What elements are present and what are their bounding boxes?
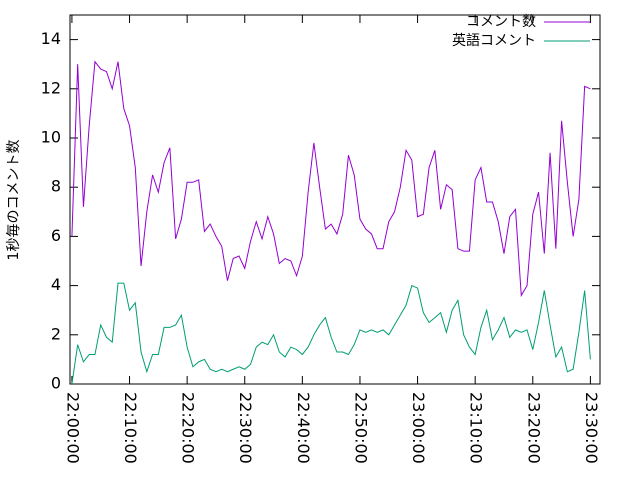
legend-label: 英語コメント xyxy=(452,32,536,49)
plot-border xyxy=(69,14,601,385)
y-tick-label: 0 xyxy=(51,374,61,393)
y-tick-label: 2 xyxy=(51,324,61,343)
legend-label: コメント数 xyxy=(466,14,536,30)
y-tick-label: 8 xyxy=(51,177,61,196)
y-tick-label: 6 xyxy=(51,226,61,245)
y-tick-label: 12 xyxy=(41,78,61,97)
series-line xyxy=(71,60,591,298)
y-axis-label: 1秒毎のコメント数 xyxy=(6,140,22,261)
x-tick-label: 22:00:00 xyxy=(63,392,82,464)
series-line xyxy=(71,282,591,385)
y-tick-label: 14 xyxy=(41,29,61,48)
x-tick-label: 23:20:00 xyxy=(524,392,543,464)
y-tick-label: 10 xyxy=(41,128,61,147)
y-tick-label: 4 xyxy=(51,275,61,294)
x-tick-label: 22:40:00 xyxy=(294,392,313,464)
x-tick-label: 22:30:00 xyxy=(236,392,255,464)
x-tick-label: 23:00:00 xyxy=(409,392,428,464)
x-tick-label: 23:30:00 xyxy=(582,392,601,464)
x-tick-label: 22:20:00 xyxy=(179,392,198,464)
x-tick-label: 22:50:00 xyxy=(351,392,370,464)
x-tick-label: 22:10:00 xyxy=(121,392,140,464)
x-tick-label: 23:10:00 xyxy=(467,392,486,464)
